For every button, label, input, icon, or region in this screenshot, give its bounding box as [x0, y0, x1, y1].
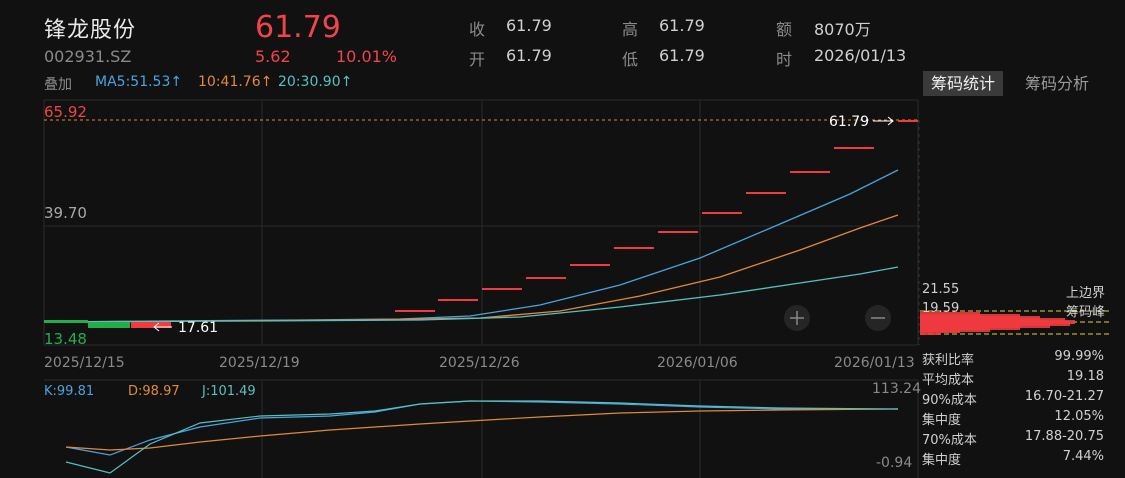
candle-bar [526, 277, 566, 279]
stat-value-70-cost: 17.88-20.75 [1024, 429, 1104, 444]
candle-bar [658, 231, 698, 233]
stat-value-concentration-90: 12.05% [1054, 409, 1104, 424]
ma20-line [43, 266, 899, 323]
date-label-5: 2026/01/13 [834, 355, 915, 371]
candle-bar [438, 299, 478, 301]
stat-label-concentration-90: 集中度 [922, 413, 962, 428]
candle-bar [790, 171, 830, 173]
quote-label-high: 高 [622, 20, 639, 39]
stat-value-concentration-70: 7.44% [1062, 449, 1104, 464]
last-price-arrow-head [887, 116, 894, 126]
chip-bar [920, 330, 960, 333]
stat-label-profit: 获利比率 [922, 353, 975, 368]
date-label-4: 2026/01/06 [657, 355, 738, 371]
price-change-pct: 10.01% [336, 47, 398, 66]
chip-distribution [920, 312, 1075, 335]
ma5-value: MA5:51.53↑ [95, 74, 183, 90]
date-label-2: 2025/12/19 [219, 355, 300, 371]
candle-bar [395, 310, 435, 312]
ma20-value: 20:30.90↑ [278, 74, 353, 90]
ma10-line [43, 214, 899, 323]
stat-label-avg-cost: 平均成本 [922, 373, 975, 388]
date-label-3: 2025/12/26 [439, 355, 520, 371]
zoom-in-button[interactable] [784, 305, 810, 331]
low-marker-label: 17.61 [178, 320, 219, 336]
candle-bar [702, 212, 742, 214]
chip-peak-price: 19.59 [922, 301, 960, 316]
candle-early-2 [88, 322, 130, 328]
kdj-j-value: J:101.49 [202, 384, 256, 399]
stat-value-avg-cost: 19.18 [1066, 369, 1104, 384]
kdj-d-value: D:98.97 [128, 384, 180, 399]
stock-code: 002931.SZ [44, 47, 132, 66]
quote-value-high: 61.79 [659, 16, 705, 35]
main-grid [43, 99, 919, 478]
quote-label-amount: 额 [776, 20, 793, 39]
current-price: 61.79 [255, 10, 341, 45]
quote-value-low: 61.79 [659, 46, 705, 65]
stat-value-profit: 99.99% [1054, 349, 1104, 364]
chip-peak-label: 筹码峰 [1066, 305, 1106, 320]
candle-bar [614, 247, 654, 249]
ma10-value: 10:41.76↑ [198, 74, 273, 90]
overlay-button[interactable]: 叠加 [44, 77, 72, 93]
quote-value-amount: 8070万 [814, 20, 871, 39]
date-label-1: 2025/12/15 [44, 355, 125, 371]
kdj-k-value: K:99.81 [44, 384, 95, 399]
price-mid-label: 39.70 [44, 204, 87, 222]
candle-bar [570, 264, 610, 266]
quote-value-open: 61.79 [506, 46, 552, 65]
kdj-j-line [65, 400, 899, 474]
stat-label-70-cost: 70%成本 [922, 433, 977, 448]
quote-value-time: 2026/01/13 [814, 46, 907, 65]
candle-early-3 [131, 322, 171, 328]
quote-label-time: 时 [776, 50, 793, 69]
chip-upper-price: 21.55 [922, 282, 960, 297]
tab-chip-stats[interactable]: 筹码统计 [923, 71, 1004, 96]
chip-bar [920, 333, 940, 335]
kdj-min-label: -0.94 [876, 455, 913, 471]
zoom-out-button[interactable] [865, 305, 891, 331]
stat-label-90-cost: 90%成本 [922, 393, 977, 408]
last-price-label: 61.79 [829, 114, 870, 130]
quote-label-low: 低 [622, 50, 639, 69]
price-change: 5.62 [255, 47, 291, 66]
stat-value-90-cost: 16.70-21.27 [1024, 389, 1104, 404]
stat-label-concentration-70: 集中度 [922, 453, 962, 468]
quote-label-close: 收 [469, 20, 486, 39]
candle-bar [482, 288, 522, 290]
tab-chip-analysis[interactable]: 筹码分析 [1025, 74, 1090, 93]
quote-value-close: 61.79 [506, 16, 552, 35]
price-min-label: 13.48 [44, 330, 87, 348]
quote-label-open: 开 [469, 50, 486, 69]
kdj-max-label: 113.24 [872, 381, 921, 397]
chip-upper-label: 上边界 [1066, 286, 1106, 301]
candle-bar [746, 192, 786, 194]
stock-name: 锋龙股份 [44, 18, 137, 43]
candle-early-1 [44, 320, 88, 323]
kdj-d-line [65, 408, 899, 451]
candle-bar [834, 147, 874, 149]
price-max-label: 65.92 [44, 103, 87, 121]
low-marker-arrow-head [153, 322, 160, 332]
candles [395, 147, 874, 312]
